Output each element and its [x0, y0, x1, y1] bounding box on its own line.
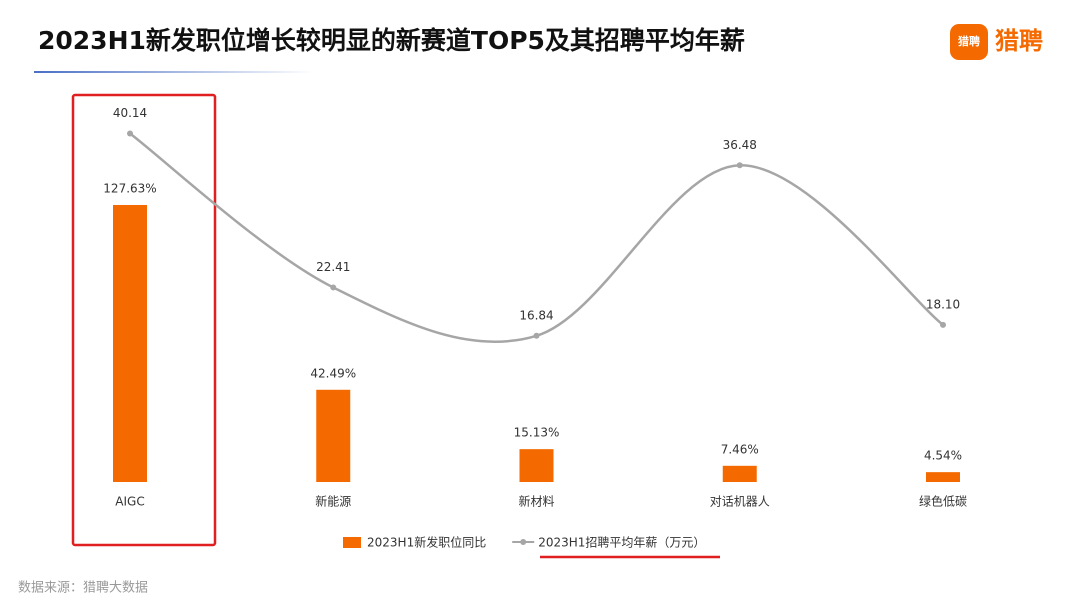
data-label: 42.49%	[310, 366, 356, 380]
bar	[316, 389, 351, 482]
x-tick-label: 绿色低碳	[919, 494, 967, 509]
x-tick-label: 新能源	[315, 494, 351, 509]
data-label: 22.41	[316, 260, 350, 274]
data-label: 127.63%	[103, 181, 156, 195]
legend-swatch	[343, 537, 361, 548]
line-point	[736, 162, 743, 169]
data-label: 36.48	[723, 138, 757, 152]
line	[129, 132, 944, 344]
x-tick-label: AIGC	[115, 495, 144, 509]
logo-icon-text: 猎聘	[958, 34, 980, 48]
data-label: 4.54%	[924, 449, 962, 463]
legend-label: 2023H1招聘平均年薪（万元）	[538, 536, 705, 550]
data-label: 15.13%	[514, 426, 560, 440]
bar	[519, 449, 554, 482]
line-point	[533, 332, 540, 339]
chart-title: 2023H1新发职位增长较明显的新赛道TOP5及其招聘平均年薪	[38, 26, 745, 55]
title-underline	[34, 71, 314, 73]
source: 数据来源：猎聘大数据	[18, 581, 148, 596]
highlight-box	[71, 93, 217, 547]
line-point	[940, 321, 946, 328]
legend-swatch	[520, 539, 527, 545]
logo-text: 猎聘	[995, 27, 1043, 55]
bar	[926, 472, 960, 482]
bar	[722, 465, 757, 482]
logo-icon	[950, 24, 988, 60]
bar	[113, 204, 147, 482]
legend-label: 2023H1新发职位同比	[367, 535, 486, 550]
x-tick-label: 新材料	[518, 494, 554, 509]
data-label: 40.14	[113, 106, 147, 120]
line-point	[127, 130, 133, 137]
data-label: 7.46%	[721, 442, 759, 456]
data-label: 18.10	[926, 297, 960, 311]
data-label: 16.84	[519, 308, 553, 322]
line-point	[330, 284, 337, 291]
x-tick-label: 对话机器人	[710, 495, 770, 509]
